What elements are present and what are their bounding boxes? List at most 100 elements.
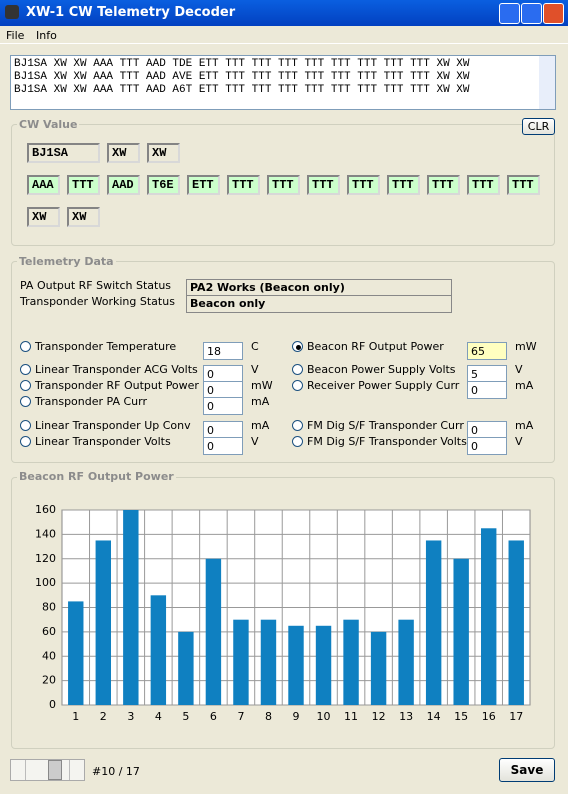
group-title: CW Value <box>17 118 80 131</box>
cw-field: TTT <box>427 175 460 195</box>
clear-button[interactable]: CLR <box>522 118 555 135</box>
cw-field: TTT <box>307 175 340 195</box>
status-value: PA2 Works (Beacon only) <box>186 279 452 297</box>
field-value[interactable]: 18 <box>203 342 243 360</box>
field-value[interactable]: 0 <box>467 437 507 455</box>
radio-button[interactable] <box>20 420 31 431</box>
x-tick-label: 6 <box>210 710 217 723</box>
bar <box>453 558 469 705</box>
bar <box>315 625 332 705</box>
radio-button[interactable] <box>292 380 303 391</box>
maximize-button[interactable] <box>521 3 542 24</box>
field-label: Linear Transponder Volts <box>35 435 171 448</box>
bar <box>205 558 222 705</box>
field-unit: V <box>515 363 523 376</box>
field-unit: V <box>515 435 523 448</box>
status-value: Beacon only <box>186 295 452 313</box>
bar <box>178 631 194 705</box>
y-tick-label: 160 <box>35 503 56 516</box>
cw-field: XW <box>147 143 180 163</box>
radio-button[interactable] <box>292 364 303 375</box>
app-icon <box>5 5 19 19</box>
cw-field: AAA <box>27 175 60 195</box>
x-tick-label: 9 <box>293 710 300 723</box>
bar <box>95 540 112 705</box>
field-value[interactable]: 0 <box>203 365 243 383</box>
bar <box>260 619 277 705</box>
radio-button[interactable] <box>20 364 31 375</box>
minimize-button[interactable] <box>499 3 520 24</box>
bar <box>68 601 84 705</box>
cw-group <box>11 124 555 246</box>
field-label: FM Dig S/F Transponder Volts <box>307 435 467 448</box>
field-unit: V <box>251 363 259 376</box>
cw-field: TTT <box>347 175 380 195</box>
bar <box>508 540 524 705</box>
field-unit: mA <box>251 395 270 408</box>
field-value[interactable]: 0 <box>203 437 243 455</box>
radio-button[interactable] <box>20 396 31 407</box>
radio-button[interactable] <box>20 436 31 447</box>
log-box: BJ1SA XW XW AAA TTT AAD TDE ETT TTT TTT … <box>10 55 556 110</box>
y-tick-label: 80 <box>42 601 56 614</box>
log-scrollbar[interactable] <box>539 56 555 109</box>
radio-button[interactable] <box>292 341 303 352</box>
field-label: Beacon Power Supply Volts <box>307 363 456 376</box>
x-tick-label: 3 <box>127 710 134 723</box>
field-value[interactable]: 0 <box>203 421 243 439</box>
x-tick-label: 15 <box>454 710 468 723</box>
group-title: Telemetry Data <box>17 255 116 268</box>
cw-field: XW <box>67 207 100 227</box>
bar <box>425 540 442 705</box>
field-unit: mW <box>515 340 537 353</box>
menu-item[interactable]: File <box>6 29 25 42</box>
field-unit: C <box>251 340 259 353</box>
x-tick-label: 14 <box>427 710 441 723</box>
log-line: BJ1SA XW XW AAA TTT AAD A6T ETT TTT TTT … <box>14 84 470 96</box>
x-tick-label: 17 <box>509 710 523 723</box>
bar <box>343 619 359 705</box>
record-slider[interactable] <box>10 759 85 781</box>
bar <box>288 625 304 705</box>
slider-thumb[interactable] <box>48 760 62 780</box>
x-tick-label: 5 <box>182 710 189 723</box>
radio-button[interactable] <box>20 380 31 391</box>
y-tick-label: 40 <box>42 649 56 662</box>
menu-item[interactable]: Info <box>36 29 57 42</box>
menu-bar: File Info <box>0 26 568 44</box>
field-value[interactable]: 0 <box>467 381 507 399</box>
field-unit: mA <box>515 419 534 432</box>
x-tick-label: 13 <box>399 710 413 723</box>
chart-title: Beacon RF Output Power <box>17 470 176 483</box>
field-label: Beacon RF Output Power <box>307 340 444 353</box>
cw-field: AAD <box>107 175 140 195</box>
status-label: Transponder Working Status <box>20 295 175 308</box>
x-tick-label: 16 <box>482 710 496 723</box>
x-tick-label: 11 <box>344 710 358 723</box>
bar <box>123 510 139 705</box>
slider-left[interactable] <box>11 760 26 780</box>
log-line: BJ1SA XW XW AAA TTT AAD AVE ETT TTT TTT … <box>14 71 470 83</box>
field-unit: mA <box>515 379 534 392</box>
field-value[interactable]: 0 <box>203 397 243 415</box>
y-tick-label: 60 <box>42 625 56 638</box>
close-button[interactable] <box>543 3 564 24</box>
radio-button[interactable] <box>292 420 303 431</box>
field-unit: mA <box>251 419 270 432</box>
save-button[interactable]: Save <box>499 758 555 782</box>
cw-field: TTT <box>387 175 420 195</box>
radio-button[interactable] <box>20 341 31 352</box>
slider-right[interactable] <box>69 760 84 780</box>
field-label: Transponder Temperature <box>35 340 177 353</box>
field-value[interactable]: 65 <box>467 342 507 360</box>
cw-field: XW <box>107 143 140 163</box>
radio-button[interactable] <box>292 436 303 447</box>
y-tick-label: 0 <box>49 698 56 711</box>
window-title: XW-1 CW Telemetry Decoder <box>26 5 236 20</box>
status-label: PA Output RF Switch Status <box>20 279 172 292</box>
field-label: Linear Transponder ACG Volts <box>35 363 198 376</box>
bar <box>480 528 497 705</box>
bar <box>370 631 387 705</box>
